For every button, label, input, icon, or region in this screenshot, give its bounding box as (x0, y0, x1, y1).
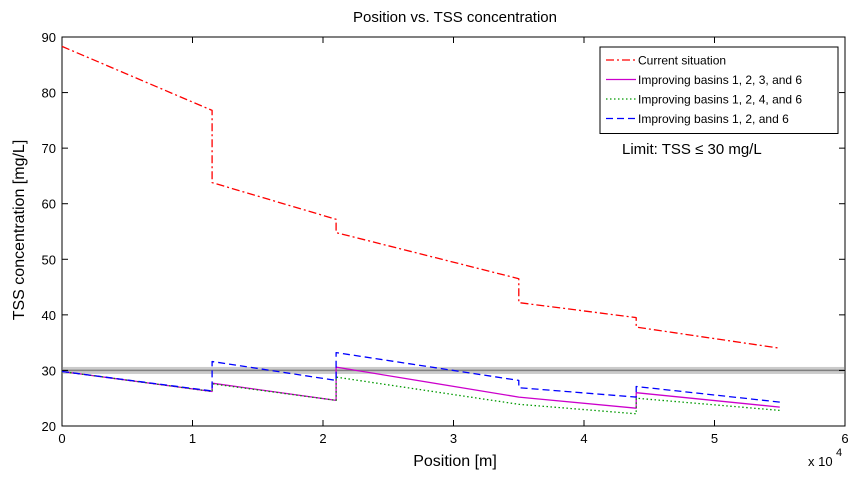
x-tick-label: 5 (711, 431, 718, 446)
y-axis-label: TSS concentration [mg/L] (11, 140, 28, 321)
x-tick-label: 0 (58, 431, 65, 446)
y-tick-label: 30 (42, 363, 56, 378)
x-tick-label: 4 (580, 431, 587, 446)
y-tick-label: 20 (42, 419, 56, 434)
x-axis-multiplier-exponent: 4 (836, 447, 842, 459)
x-tick-label: 1 (189, 431, 196, 446)
legend-label-3: Improving basins 1, 2, 4, and 6 (638, 93, 802, 107)
x-tick-label: 2 (319, 431, 326, 446)
legend-label-2: Improving basins 1, 2, 3, and 6 (638, 73, 802, 87)
y-tick-label: 60 (42, 197, 56, 212)
legend-box (599, 46, 839, 134)
series-line-3 (61, 370, 780, 415)
y-tick-label: 70 (42, 141, 56, 156)
x-axis-label: Position [m] (413, 453, 497, 470)
series-line-4 (61, 351, 780, 403)
series-line-1 (61, 45, 780, 349)
y-tick-label: 50 (42, 252, 56, 267)
chart-title: Position vs. TSS concentration (353, 9, 557, 26)
x-tick-label: 6 (841, 431, 848, 446)
legend-label-4: Improving basins 1, 2, and 6 (638, 112, 789, 126)
x-tick-label: 3 (450, 431, 457, 446)
y-tick-label: 40 (42, 308, 56, 323)
limit-annotation: Limit: TSS ≤ 30 mg/L (622, 141, 762, 158)
legend-label-1: Current situation (638, 54, 726, 68)
x-axis-multiplier: x 10 (808, 454, 833, 469)
y-tick-label: 90 (42, 30, 56, 45)
y-tick-label: 80 (42, 86, 56, 101)
plot-layer: 0 1 2 3 4 5 6 20 30 40 50 60 70 80 90 Current situation… (42, 30, 849, 446)
